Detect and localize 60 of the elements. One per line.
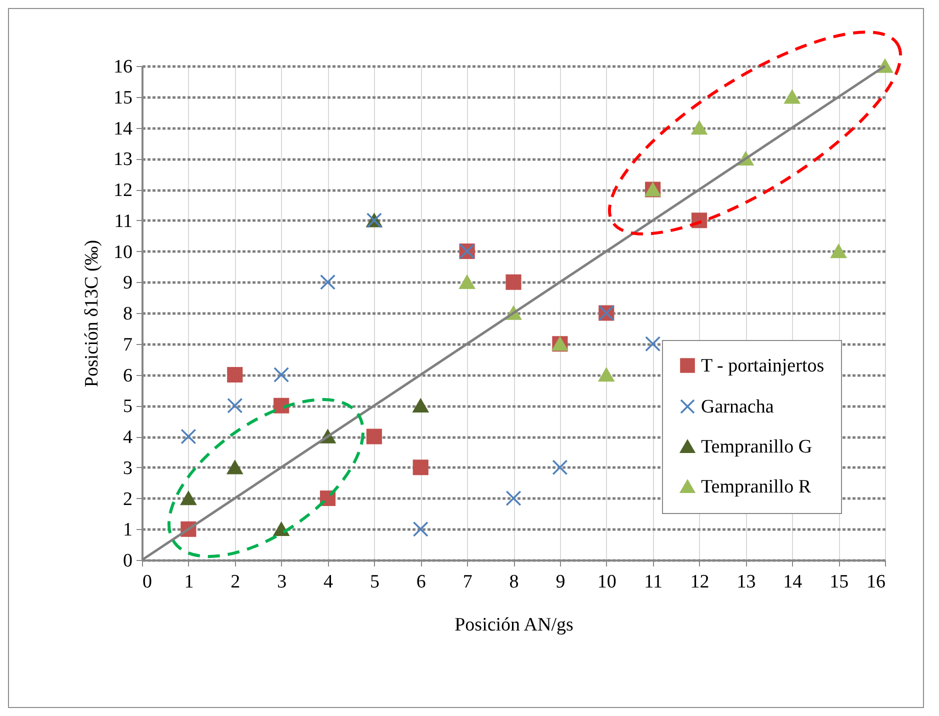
x-tick-label: 5 (370, 572, 380, 592)
y-tick-label: 9 (123, 272, 132, 294)
x-tick-label: 13 (736, 572, 756, 592)
y-tick-label: 13 (114, 149, 132, 170)
y-tick-label: 16 (114, 56, 132, 78)
legend-label: Garnacha (701, 396, 774, 418)
y-tick-label: 8 (123, 304, 132, 324)
x-tick-label: 6 (416, 572, 426, 592)
x-tick-label: 3 (277, 572, 287, 592)
point (691, 120, 708, 135)
y-tick-label: 7 (123, 334, 132, 356)
point (459, 275, 475, 289)
legend-label: T - portainjertos (701, 356, 824, 376)
x-tick-label: 8 (509, 572, 519, 592)
point (506, 490, 522, 506)
point (830, 244, 846, 258)
y-tick-label: 2 (123, 488, 132, 510)
x-tick-label: 12 (690, 572, 710, 592)
x-tick-label: 11 (644, 572, 662, 592)
point (227, 398, 243, 414)
x-axis-title: Posición AN/gs (454, 614, 574, 636)
point (598, 368, 614, 382)
point (645, 336, 661, 352)
point (180, 428, 196, 444)
y-tick-label: 6 (123, 365, 132, 386)
point (274, 366, 290, 383)
point (180, 491, 196, 506)
point (506, 274, 522, 290)
y-tick-label: 15 (114, 87, 132, 108)
x-tick-label: 9 (556, 572, 566, 592)
y-tick-label: 11 (114, 210, 132, 232)
x-tick-label: 0 (142, 572, 152, 592)
x-tick-label: 15 (830, 572, 849, 592)
y-tick-label: 10 (114, 242, 132, 263)
y-tick-label: 5 (123, 396, 132, 418)
x-tick-label: 1 (184, 572, 194, 592)
point (412, 460, 428, 476)
x-tick-label: 2 (230, 572, 240, 592)
point (784, 90, 800, 104)
x-tick-label: 16 (866, 572, 886, 592)
x-tick-label: 7 (462, 572, 472, 592)
point (227, 366, 243, 383)
y-tick-label: 12 (114, 180, 132, 201)
y-axis-title: Posición δ13C (‰) (82, 240, 102, 388)
point (320, 274, 336, 290)
y-tick-label: 3 (123, 458, 132, 479)
y-tick-label: 14 (114, 118, 133, 140)
x-tick-label: 4 (324, 572, 334, 592)
point (552, 460, 568, 476)
x-tick-label: 10 (597, 572, 616, 592)
legend-label: Tempranillo G (701, 436, 812, 458)
point (227, 460, 243, 474)
legend-label: Tempranillo R (701, 476, 812, 498)
y-tick-label: 4 (123, 427, 133, 448)
point (412, 398, 428, 412)
x-tick-label: 14 (783, 572, 803, 592)
point (366, 428, 382, 444)
y-tick-label: 1 (123, 520, 132, 541)
y-tick-label: 0 (123, 550, 132, 572)
point (412, 521, 428, 537)
